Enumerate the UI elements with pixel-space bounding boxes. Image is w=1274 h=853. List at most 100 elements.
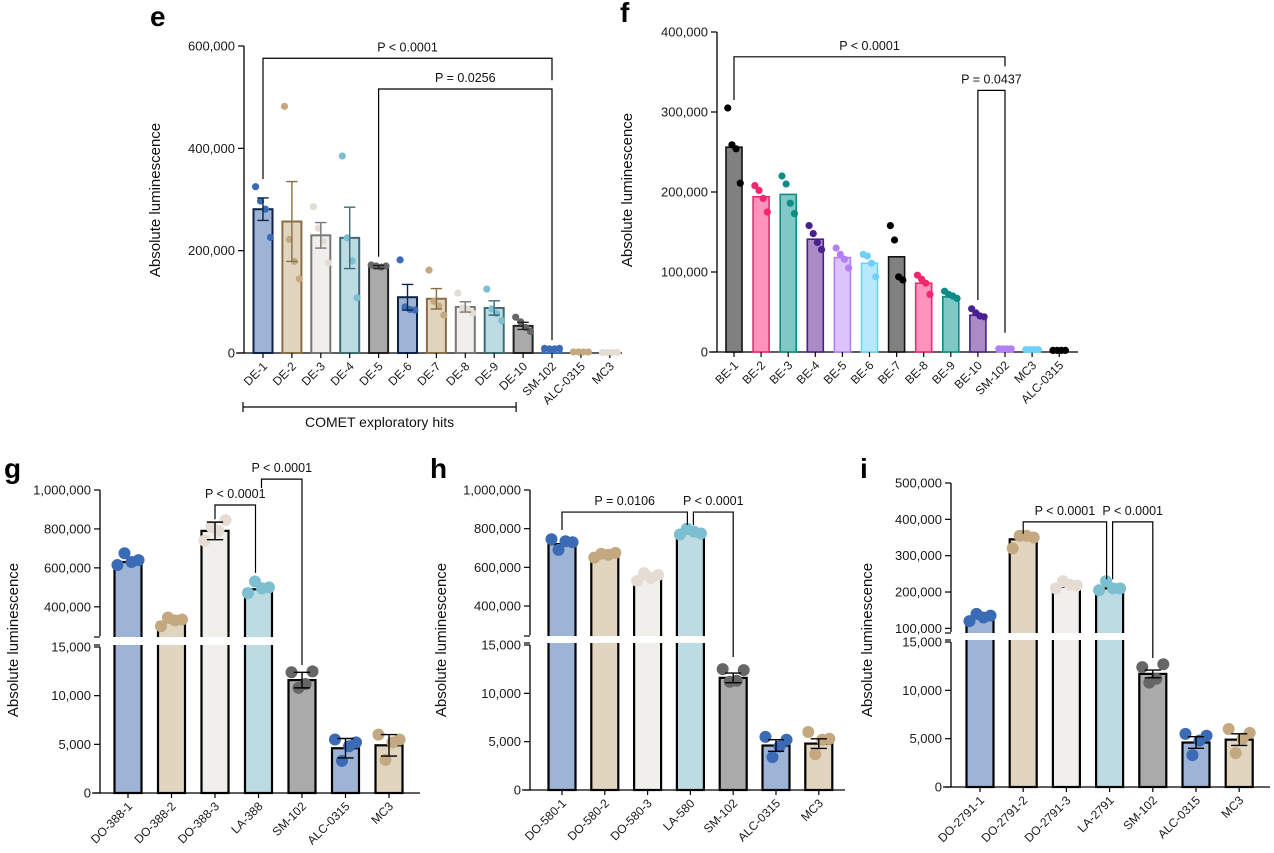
y-tick-label: 5,000	[488, 734, 521, 749]
bar-DO-580-2	[590, 553, 620, 792]
data-point	[786, 199, 794, 207]
x-tick-label: MC3	[589, 359, 617, 387]
significance-bracket	[1112, 521, 1154, 659]
data-point	[251, 183, 260, 191]
data-point	[724, 104, 732, 112]
data-point	[922, 279, 930, 287]
data-point	[863, 252, 872, 260]
x-tick-label: DE-1	[241, 359, 270, 388]
data-point	[732, 145, 740, 153]
data-point	[736, 179, 744, 187]
panel-e: e Absolute luminescence 0 200,000 400,000 600…	[147, 1, 622, 430]
y-tick-label: 10,000	[51, 688, 91, 703]
data-point	[809, 230, 817, 238]
y-tick-label: 5,000	[909, 731, 942, 746]
group-bracket	[242, 402, 517, 412]
x-tick-label: LA-388	[228, 799, 265, 836]
data-point	[751, 182, 759, 190]
x-tick-label: LA-580	[660, 796, 697, 833]
x-tick-label: BE-7	[875, 358, 904, 387]
x-tick-label: SM-102	[1120, 793, 1160, 833]
panel-letter: e	[150, 1, 166, 32]
data-point	[1186, 749, 1199, 762]
data-point	[755, 186, 763, 194]
panel-letter: g	[4, 453, 21, 484]
bar-DO-580-1	[547, 543, 577, 792]
data-point	[353, 294, 361, 302]
data-point	[285, 666, 298, 679]
data-point	[309, 203, 317, 211]
error-bar	[1144, 669, 1161, 679]
x-tick-label: DE-2	[270, 359, 299, 388]
data-point	[1179, 727, 1192, 740]
y-tick-label: 400,000	[44, 599, 91, 614]
data-point	[790, 210, 799, 218]
data-point	[379, 753, 392, 766]
y-tick-label: 600,000	[188, 39, 235, 54]
error-bar	[206, 521, 224, 541]
error-bar	[725, 672, 742, 684]
y-tick-label: 0	[514, 783, 521, 798]
error-bar	[257, 197, 269, 222]
data-point	[694, 527, 707, 540]
data-point	[425, 266, 433, 274]
x-tick-label: BE-8	[902, 358, 931, 387]
y-tick-label: 800,000	[44, 521, 91, 536]
data-point	[840, 255, 849, 263]
p-value-label: P < 0.0001	[1102, 504, 1163, 518]
x-tick-label: BE-1	[712, 358, 741, 387]
error-bar	[401, 283, 414, 311]
y-tick-label: 15,000	[51, 640, 91, 655]
y-tick-label: 0	[84, 786, 91, 801]
bar-ALC-0315	[761, 744, 791, 792]
bar-DE-1	[252, 208, 274, 354]
data-point	[1007, 345, 1015, 353]
data-point	[280, 102, 289, 110]
x-tick-label: SM-102	[270, 799, 310, 839]
bar-LA-388	[243, 588, 274, 795]
significance-bracket	[733, 56, 1006, 100]
data-point	[832, 244, 840, 252]
p-value-label: P = 0.0256	[435, 71, 496, 85]
y-tick-label: 0	[228, 346, 235, 361]
bar-DO-2791-3	[1051, 585, 1082, 789]
data-point	[608, 348, 616, 357]
y-axis-label: Absolute luminescence	[5, 563, 22, 717]
y-tick-label: 0	[935, 780, 942, 795]
panel-g: g Absolute luminescence 0 5,000 10,000 15,000…	[4, 453, 420, 847]
data-point	[219, 514, 232, 527]
data-point	[111, 558, 124, 571]
data-point	[823, 732, 836, 745]
data-point	[763, 208, 771, 216]
x-tick-label: BE-2	[739, 358, 768, 387]
data-point	[1093, 584, 1106, 597]
y-tick-label: 1,000,000	[33, 483, 91, 498]
error-bar	[488, 300, 500, 316]
data-point	[1027, 531, 1040, 544]
bar-BE-10	[969, 314, 987, 353]
panel-letter: f	[620, 0, 630, 28]
data-point	[716, 663, 729, 676]
data-point	[737, 664, 750, 677]
data-point	[759, 730, 772, 743]
data-point	[1061, 346, 1070, 354]
p-value-label: P < 0.0001	[1035, 504, 1096, 518]
data-point	[545, 533, 558, 546]
bar-DE-3	[310, 234, 332, 354]
data-point	[306, 665, 319, 678]
data-point	[598, 348, 606, 357]
data-point	[512, 313, 520, 321]
error-bar	[372, 264, 385, 270]
error-bar	[810, 738, 827, 750]
error-bar	[459, 301, 471, 313]
data-point	[266, 233, 275, 241]
data-point	[1006, 542, 1019, 555]
data-point	[263, 581, 276, 594]
p-value-label: P = 0.0106	[594, 494, 655, 508]
data-point	[176, 613, 189, 626]
data-point	[631, 574, 644, 587]
bar-DO-2791-2	[1008, 538, 1038, 789]
data-point	[555, 344, 564, 352]
axis-break	[520, 636, 845, 643]
